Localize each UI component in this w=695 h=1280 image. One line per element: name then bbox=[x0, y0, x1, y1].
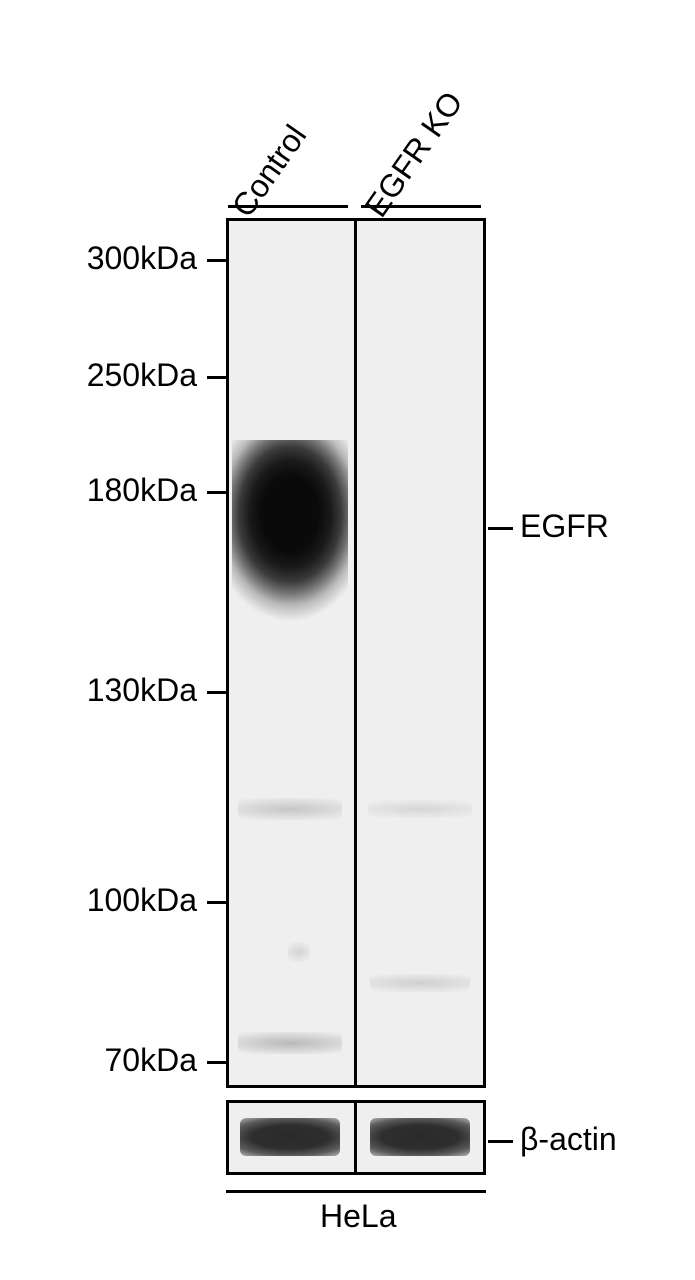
lane-label-ko: EGFR KO bbox=[358, 85, 471, 224]
lane-underbar-0 bbox=[228, 205, 348, 208]
band-72-control bbox=[238, 1032, 342, 1054]
mw-tick-130 bbox=[207, 691, 227, 694]
blot-main-divider bbox=[354, 218, 357, 1088]
right-label-actin: β-actin bbox=[520, 1121, 617, 1158]
mw-label-250: 250kDa bbox=[87, 357, 197, 394]
band-95-control bbox=[288, 942, 310, 962]
mw-tick-180 bbox=[207, 491, 227, 494]
band-110-ko bbox=[368, 800, 472, 818]
mw-tick-70 bbox=[207, 1061, 227, 1064]
band-110-control bbox=[238, 798, 342, 820]
band-85-ko bbox=[370, 974, 470, 992]
cell-line-label: HeLa bbox=[320, 1198, 397, 1235]
lane-label-control: Control bbox=[225, 118, 314, 224]
mw-label-130: 130kDa bbox=[87, 672, 197, 709]
right-tick-actin bbox=[488, 1140, 513, 1143]
mw-tick-300 bbox=[207, 259, 227, 262]
mw-label-180: 180kDa bbox=[87, 472, 197, 509]
lane-underbar-1 bbox=[361, 205, 481, 208]
western-blot-figure: Control EGFR KO 300kDa 250kDa 180kDa 130… bbox=[0, 0, 695, 1280]
right-label-egfr: EGFR bbox=[520, 508, 609, 545]
mw-tick-250 bbox=[207, 376, 227, 379]
blot-actin-divider bbox=[354, 1100, 357, 1175]
band-actin-control bbox=[240, 1118, 340, 1156]
mw-label-70: 70kDa bbox=[105, 1042, 198, 1079]
band-actin-ko bbox=[370, 1118, 470, 1156]
mw-label-100: 100kDa bbox=[87, 882, 197, 919]
cell-line-bar bbox=[226, 1190, 486, 1193]
right-tick-egfr bbox=[488, 527, 513, 530]
band-egfr-control bbox=[232, 440, 348, 635]
mw-label-300: 300kDa bbox=[87, 240, 197, 277]
mw-tick-100 bbox=[207, 901, 227, 904]
